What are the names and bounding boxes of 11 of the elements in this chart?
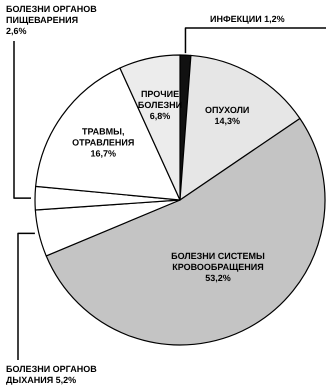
- slice-label: ТРАВМЫ, ОТРАВЛЕНИЯ: [72, 126, 134, 148]
- data-label: 14,3%: [214, 116, 240, 126]
- data-label: 6,8%: [150, 110, 170, 121]
- slice-label: БОЛЕЗНИ ОРГАНОВ ПИЩЕВАРЕНИЯ: [6, 4, 98, 25]
- slice-label: БОЛЕЗНИ СИСТЕМЫ КРОВООБРАЩЕНИЯ: [171, 251, 266, 272]
- slice-label: ИНФЕКЦИИ 1,2%: [210, 14, 285, 24]
- data-label: 16,7%: [90, 148, 116, 158]
- data-label: 2,6%: [6, 26, 27, 36]
- slice-label: БОЛЕЗНИ ОРГАНОВ ДЫХАНИЯ 5,2%: [6, 364, 98, 385]
- data-label: 53,2%: [205, 273, 231, 284]
- slice-label: ОПУХОЛИ: [205, 104, 250, 115]
